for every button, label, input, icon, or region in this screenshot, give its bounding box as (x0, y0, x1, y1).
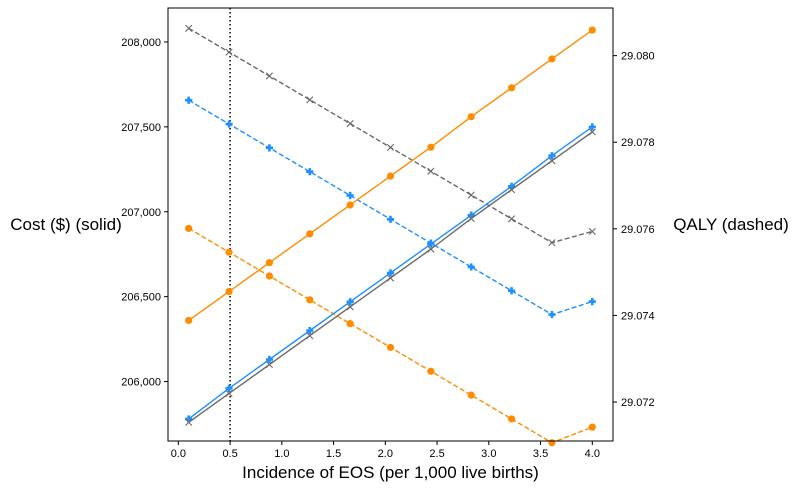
x-tick-label: 0.5 (222, 448, 237, 460)
qaly-series-line-1 (188, 99, 593, 316)
y-axis-right-label: QALY (dashed) (673, 215, 789, 234)
x-tick-label: 0.0 (171, 448, 186, 460)
cost-series-2-point-7 (467, 214, 475, 223)
qaly-series-0-point-7 (467, 391, 475, 399)
cost-series-0-point-3 (306, 230, 314, 238)
cost-series-1-point-9 (548, 152, 556, 160)
x-axis-label: Incidence of EOS (per 1,000 live births) (242, 463, 539, 482)
cost-series-0-point-10 (588, 26, 596, 34)
qaly-series-2-point-6 (427, 167, 435, 175)
cost-series-1-point-5 (386, 269, 395, 277)
qaly-series-1-point-2 (265, 144, 274, 152)
qaly-series-1-point-10 (588, 297, 596, 306)
x-tick-label: 3.0 (481, 448, 496, 460)
x-tick-label: 3.5 (533, 448, 548, 460)
cost-series-1-point-1 (225, 384, 233, 392)
qaly-series-2-point-0 (185, 24, 193, 32)
x-tick-label: 2.5 (429, 448, 444, 460)
cost-series-0-point-8 (507, 84, 516, 92)
y-right-tick-label: 29.072 (621, 397, 655, 409)
qaly-series-2-point-8 (507, 215, 516, 223)
qaly-series-2-point-1 (225, 48, 233, 56)
y-left-tick-label: 206,500 (121, 292, 161, 304)
cost-series-1-point-4 (346, 298, 354, 306)
cost-series-2-point-0 (185, 418, 193, 426)
cost-series-0-point-5 (386, 172, 395, 180)
qaly-series-0-point-1 (225, 248, 233, 256)
qaly-series-2-point-4 (346, 120, 354, 128)
x-tick-label: 1.5 (326, 448, 341, 460)
cost-series-2-point-10 (588, 128, 596, 136)
y-right-tick-label: 29.074 (621, 310, 655, 322)
cost-series-1-point-0 (185, 415, 193, 423)
qaly-series-1-point-4 (346, 191, 354, 200)
qaly-series-1-point-8 (507, 287, 516, 295)
qaly-series-0-point-6 (427, 367, 435, 375)
cost-series-2-point-5 (386, 274, 395, 282)
cost-series-0-point-9 (548, 55, 556, 63)
qaly-series-1-point-3 (306, 168, 314, 176)
cost-series-2-point-3 (306, 332, 314, 340)
y-axis-left-label: Cost ($) (solid) (10, 215, 121, 234)
qaly-series-1-point-0 (185, 96, 193, 104)
x-tick-label: 1.0 (274, 448, 289, 460)
qaly-series-0-point-10 (588, 423, 596, 431)
y-left-tick-label: 206,000 (121, 377, 161, 389)
y-right-tick-label: 29.080 (621, 51, 655, 63)
cost-series-0-point-6 (427, 143, 435, 151)
y-right-tick-label: 29.078 (621, 137, 655, 149)
cost-series-1-point-10 (588, 123, 596, 131)
qaly-series-0-point-2 (265, 272, 274, 280)
cost-series-0-point-2 (265, 259, 274, 267)
cost-series-1-point-3 (306, 327, 314, 335)
y-left-tick-label: 207,000 (121, 207, 161, 219)
y-right-tick-label: 29.076 (621, 224, 655, 236)
qaly-series-1-point-7 (467, 263, 475, 271)
qaly-series-2-point-7 (467, 191, 475, 199)
y-left-tick-label: 207,500 (121, 122, 161, 134)
cost-series-1-point-8 (507, 182, 516, 190)
qaly-series-0-point-9 (548, 439, 556, 447)
qaly-series-2-point-3 (306, 96, 314, 104)
cost-series-0-point-1 (225, 287, 233, 296)
qaly-series-1-point-1 (225, 120, 233, 128)
cost-series-2-point-9 (548, 157, 556, 165)
qaly-series-0-point-8 (507, 415, 516, 423)
y-left-tick-label: 208,000 (121, 37, 161, 49)
qaly-series-line-0 (188, 227, 593, 444)
qaly-series-1-point-9 (548, 310, 556, 319)
qaly-series-1-point-5 (386, 215, 395, 223)
cost-series-2-point-1 (225, 389, 233, 398)
cost-series-2-point-4 (346, 303, 354, 311)
cost-series-2-point-6 (427, 245, 435, 253)
qaly-series-2-point-10 (588, 227, 596, 236)
qaly-series-0-point-4 (346, 320, 354, 328)
cost-series-0-point-7 (467, 113, 475, 121)
qaly-series-0-point-5 (386, 343, 395, 352)
plot-frame (167, 7, 614, 442)
qaly-series-0-point-0 (185, 224, 193, 232)
qaly-series-2-point-2 (265, 72, 274, 80)
cost-series-1-point-7 (467, 211, 475, 219)
cost-series-2-point-2 (265, 360, 274, 369)
qaly-series-2-point-9 (548, 239, 556, 247)
cost-series-2-point-8 (507, 186, 516, 194)
x-tick-label: 4.0 (585, 448, 600, 460)
cost-series-0-point-4 (346, 201, 354, 209)
qaly-series-0-point-3 (306, 296, 314, 304)
cost-series-0-point-0 (185, 316, 193, 325)
cost-series-1-point-2 (265, 355, 274, 364)
cost-series-1-point-6 (427, 240, 435, 248)
qaly-series-2-point-5 (386, 143, 395, 152)
x-tick-label: 2.0 (378, 448, 393, 460)
